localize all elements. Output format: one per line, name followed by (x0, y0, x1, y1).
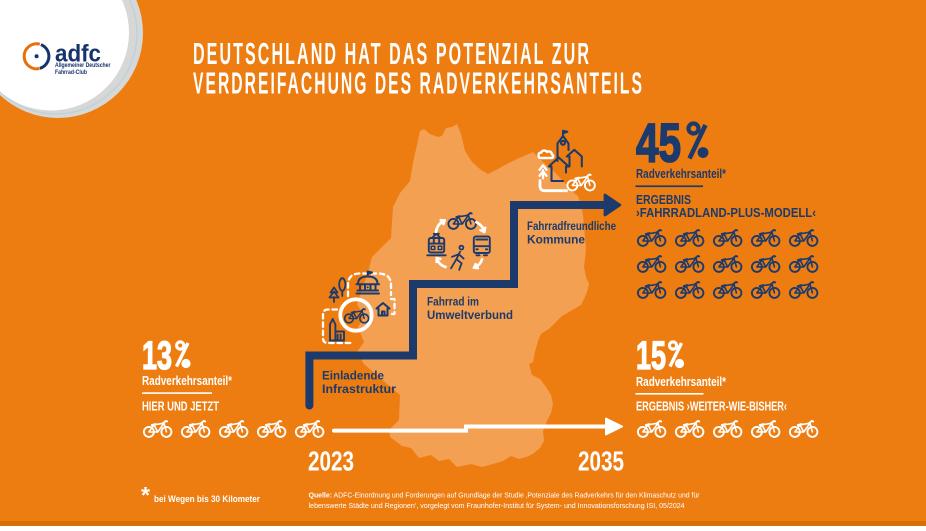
svg-text:VERDREIFACHUNG DES RADVERKEHRS: VERDREIFACHUNG DES RADVERKEHRSANTEILS (193, 66, 644, 101)
svg-text:15: 15 (636, 334, 666, 378)
svg-text:2035: 2035 (578, 446, 624, 477)
svg-text:Radverkehrsanteil*: Radverkehrsanteil* (636, 166, 727, 181)
svg-text:Fahrrad im: Fahrrad im (427, 295, 479, 309)
svg-text:bei Wegen bis 30 Kilometer: bei Wegen bis 30 Kilometer (154, 494, 260, 505)
svg-text:Kommune: Kommune (527, 233, 585, 247)
svg-text:DEUTSCHLAND HAT DAS POTENZIAL: DEUTSCHLAND HAT DAS POTENZIAL ZUR (193, 36, 591, 71)
svg-text:ERGEBNIS ›WEITER-WIE-BISHER‹: ERGEBNIS ›WEITER-WIE-BISHER‹ (636, 399, 787, 413)
svg-text:Umweltverbund: Umweltverbund (427, 308, 513, 322)
svg-text:13: 13 (142, 334, 172, 378)
svg-text:Fahrrad-Club: Fahrrad-Club (55, 69, 87, 76)
svg-text:HIER UND JETZT: HIER UND JETZT (142, 399, 219, 414)
svg-text:2023: 2023 (308, 446, 354, 477)
svg-text:Einladende: Einladende (322, 369, 384, 383)
svg-text:Quelle: ADFC-Einordnung und Fo: Quelle: ADFC-Einordnung und Forderungen … (309, 493, 701, 500)
svg-text:Allgemeiner Deutscher: Allgemeiner Deutscher (55, 62, 111, 69)
svg-text:Radverkehrsanteil*: Radverkehrsanteil* (142, 373, 233, 388)
svg-text:Radverkehrsanteil*: Radverkehrsanteil* (636, 374, 727, 389)
svg-text:Infrastruktur: Infrastruktur (322, 382, 396, 396)
svg-text:lebenswerte Städte und Regione: lebenswerte Städte und Regionen‘, vorgel… (309, 503, 685, 510)
svg-text:*: * (141, 482, 150, 508)
svg-text:adfc: adfc (55, 41, 101, 68)
svg-text:Fahrradfreundliche: Fahrradfreundliche (527, 219, 616, 233)
svg-text:›FAHRRADLAND-PLUS-MODELL‹: ›FAHRRADLAND-PLUS-MODELL‹ (636, 206, 816, 220)
svg-text:ERGEBNIS: ERGEBNIS (636, 193, 691, 207)
svg-text:45: 45 (636, 112, 681, 174)
